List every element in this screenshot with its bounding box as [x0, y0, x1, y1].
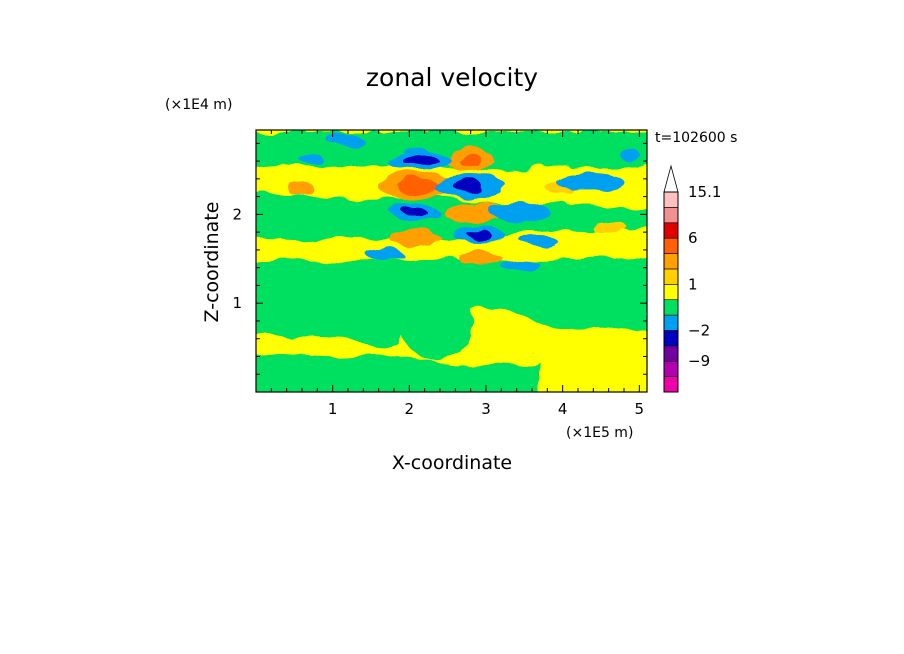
- x-axis: 1 2 3 4 5: [270, 130, 645, 418]
- band-neutral-4: [256, 353, 540, 392]
- patch-cool-12: [367, 248, 403, 262]
- patch-warm-4: [458, 154, 482, 166]
- x-tick-label: 1: [328, 400, 338, 418]
- colorbar-swatch: [663, 268, 679, 285]
- patch-cool-2: [402, 154, 438, 166]
- colorbar: 15.1 6 1 −2 −9: [663, 164, 721, 393]
- y-tick-label: 2: [232, 205, 242, 223]
- colorbar-swatch: [663, 360, 679, 377]
- colorbar-frame: [663, 191, 679, 393]
- patch-cool-13: [522, 236, 558, 248]
- x-tick-label: 4: [558, 400, 568, 418]
- patch-warm-5: [443, 202, 507, 222]
- patch-warm-2: [396, 179, 440, 193]
- chart-title: zonal velocity: [366, 63, 538, 92]
- time-label: t=102600 s: [655, 130, 737, 146]
- patch-cool-16: [500, 260, 540, 270]
- y-scale-label: (×1E4 m): [165, 97, 232, 113]
- patch-cool-7: [403, 208, 427, 216]
- colorbar-swatch: [663, 299, 679, 316]
- colorbar-swatch: [663, 207, 679, 224]
- colorbar-label: 1: [688, 275, 698, 293]
- plot-frame: [255, 129, 648, 393]
- colorbar-swatch: [663, 314, 679, 331]
- patch-cool-11: [327, 134, 363, 146]
- patch-warm-10: [592, 222, 628, 234]
- patch-warm-7: [458, 251, 502, 265]
- contour-field: [256, 130, 647, 392]
- colorbar-swatch: [663, 345, 679, 362]
- y-axis: 12: [232, 142, 647, 375]
- patch-cool-4: [454, 179, 482, 193]
- colorbar-swatch: [663, 253, 679, 270]
- colorbar-swatch: [663, 376, 679, 393]
- colorbar-label: 15.1: [688, 183, 721, 201]
- patch-warm-8: [286, 182, 314, 194]
- x-tick-label: 2: [405, 400, 415, 418]
- patch-cool-14: [620, 149, 640, 161]
- x-tick-label: 5: [635, 400, 645, 418]
- patch-cool-15: [298, 153, 322, 163]
- colorbar-label: −2: [688, 321, 710, 339]
- y-axis-label: Z-coordinate: [201, 202, 223, 323]
- patch-warm-6: [389, 230, 441, 246]
- band-neutral-5: [400, 289, 474, 363]
- x-scale-label: (×1E5 m): [566, 425, 633, 441]
- colorbar-swatch: [663, 222, 679, 239]
- colorbar-label: −9: [688, 352, 710, 370]
- colorbar-swatch: [663, 237, 679, 254]
- patch-cool-9: [468, 231, 492, 239]
- x-axis-label: X-coordinate: [392, 452, 512, 474]
- colorbar-swatch: [663, 191, 679, 208]
- colorbar-extend-arrow: [663, 164, 679, 193]
- colorbar-swatch: [663, 330, 679, 347]
- patch-cool-10: [556, 173, 624, 191]
- patch-cool-5: [490, 203, 550, 221]
- x-tick-label: 3: [481, 400, 491, 418]
- y-tick-label: 1: [232, 294, 242, 312]
- colorbar-label: 6: [688, 229, 698, 247]
- colorbar-swatch: [663, 284, 679, 300]
